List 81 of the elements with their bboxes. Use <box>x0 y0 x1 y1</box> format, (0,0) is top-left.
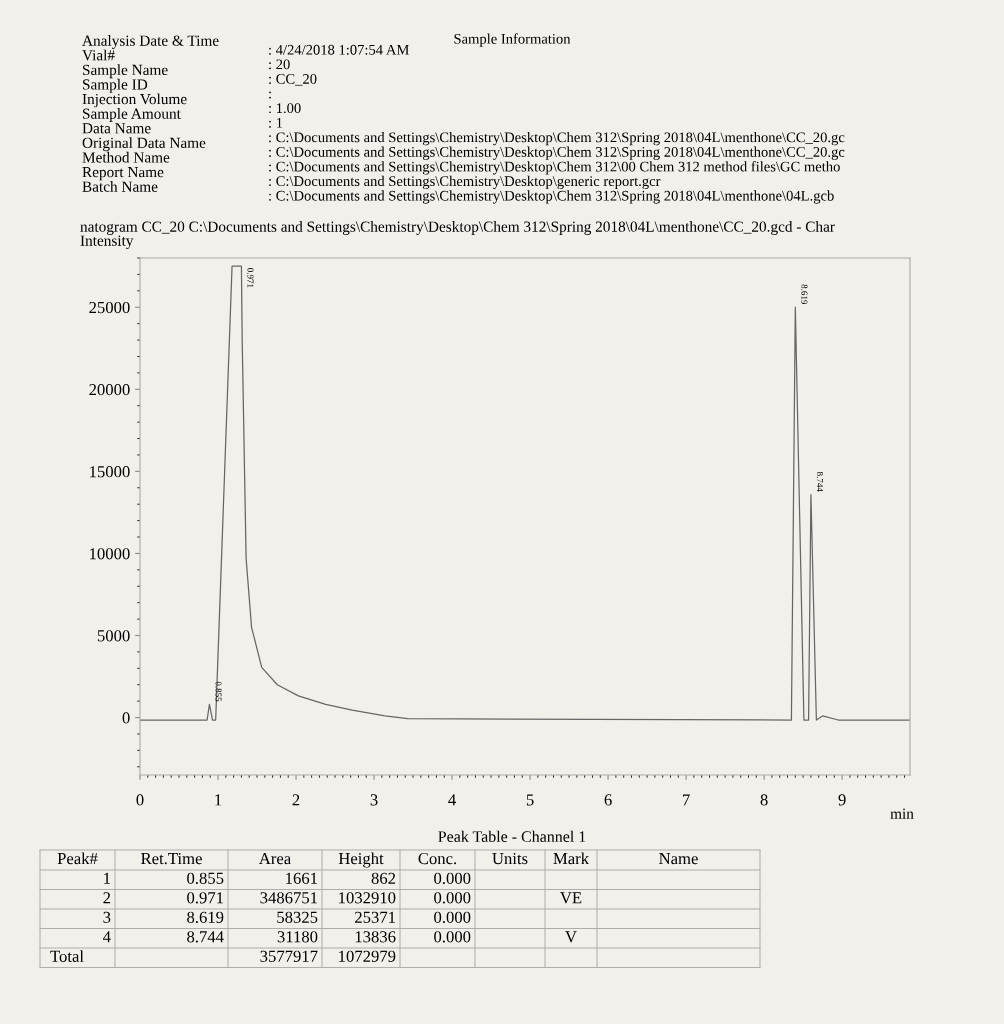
text: : 1 <box>269 117 283 128</box>
text: 8.619 <box>187 911 224 923</box>
text: Sample ID <box>83 78 148 93</box>
text: 58325 <box>277 911 318 923</box>
x-tick-label: 5 <box>526 794 534 806</box>
text: VE <box>560 892 582 904</box>
text: Injection Volume <box>82 93 187 108</box>
text: Name <box>659 853 698 865</box>
text: 862 <box>371 872 396 884</box>
text: 1 <box>104 872 110 884</box>
text: Conc. <box>418 852 457 865</box>
text: : 20 <box>269 59 290 70</box>
text: : C:\Documents and Settings\Chemistry\Desktop\Chem 312\Spring 2018\04L\menthone\CC_20.gc <box>269 131 845 146</box>
y-tick-label: 15000 <box>90 466 130 478</box>
y-tick-label: 5000 <box>97 630 130 642</box>
text: Data Name <box>82 123 151 134</box>
y-tick-label: 10000 <box>90 548 130 560</box>
text: Peak# <box>57 852 98 865</box>
text: Vial# <box>82 49 115 61</box>
text: Sample Name <box>83 64 168 79</box>
annotation: 0.855 <box>215 681 222 702</box>
text: Batch Name <box>82 181 158 192</box>
text: 8.744 <box>187 931 224 943</box>
text: Analysis Date & Time <box>82 35 219 49</box>
x-tick-label: 7 <box>683 794 690 806</box>
text: Mark <box>553 852 590 865</box>
y-tick-label: 0 <box>122 712 130 724</box>
annotation: 0.971 <box>247 268 254 288</box>
text: : C:\Documents and Settings\Chemistry\Desktop\generic report.gcr <box>269 175 661 190</box>
text: 4 <box>102 931 111 943</box>
text: 0.000 <box>434 911 471 923</box>
text: Report Name <box>82 167 164 181</box>
text: : 4/24/2018 1:07:54 AM <box>269 44 409 55</box>
text: : C:\Documents and Settings\Chemistry\Desktop\Chem 312\00 Chem 312 method files\GC metho <box>269 161 840 175</box>
x-tick-label: 1 <box>215 794 222 806</box>
text: : 1.00 <box>269 103 301 114</box>
text: 1072979 <box>339 950 396 962</box>
text: : C:\Documents and Settings\Chemistry\Desktop\Chem 312\Spring 2018\04L\menthone\04L.gcb <box>269 190 834 204</box>
text: : CC_20 <box>269 74 317 86</box>
text: 3486751 <box>260 892 317 904</box>
text: Peak Table - Channel 1 <box>438 830 586 842</box>
text: 1032910 <box>339 892 396 904</box>
text: 1661 <box>286 872 317 884</box>
text: V <box>565 931 577 943</box>
text: Sample Information <box>454 33 571 47</box>
x-tick-label: 4 <box>448 794 456 806</box>
text: Ret.Time <box>141 852 202 865</box>
x-tick-label: 2 <box>292 794 300 806</box>
text: Height <box>338 852 384 868</box>
text: 2 <box>103 892 111 904</box>
text: 0.855 <box>187 872 224 884</box>
text: 3 <box>103 911 111 923</box>
text: 31180 <box>277 931 318 943</box>
y-tick-label: 20000 <box>89 384 130 396</box>
text: Original Data Name <box>82 137 206 152</box>
text: : <box>269 91 271 99</box>
y-axis-title: Intensity <box>80 235 134 249</box>
text: Method Name <box>82 151 170 163</box>
text: Units <box>492 852 528 865</box>
annotation: 8.619 <box>801 284 808 305</box>
chart-title: natogram CC_20 C:\Documents and Settings\Chemistry\Desktop\Chem 312\Spring 2018\04L\menthone\CC_20.gcd - Char <box>80 221 835 235</box>
text: Total <box>50 950 84 962</box>
x-axis-title: min <box>890 808 914 819</box>
annotation: 8.744 <box>816 471 824 492</box>
text: Area <box>258 853 291 865</box>
text: 3577917 <box>260 950 318 962</box>
y-tick-label: 25000 <box>89 301 130 314</box>
x-tick-label: 0 <box>136 794 144 806</box>
line-series <box>140 265 910 721</box>
text: : C:\Documents and Settings\Chemistry\Desktop\Chem 312\Spring 2018\04L\menthone\CC_20.gc <box>269 146 845 160</box>
text: 25371 <box>355 911 395 923</box>
x-tick-label: 8 <box>760 794 768 806</box>
text: 0.000 <box>434 892 471 904</box>
x-tick-label: 9 <box>838 794 846 806</box>
text: Sample Amount <box>83 108 181 122</box>
text: 0.971 <box>187 892 223 904</box>
text: 0.000 <box>434 872 471 884</box>
x-tick-label: 3 <box>370 794 378 806</box>
text: 13836 <box>355 931 396 943</box>
x-tick-label: 6 <box>604 794 612 806</box>
text: 0.000 <box>434 931 471 943</box>
